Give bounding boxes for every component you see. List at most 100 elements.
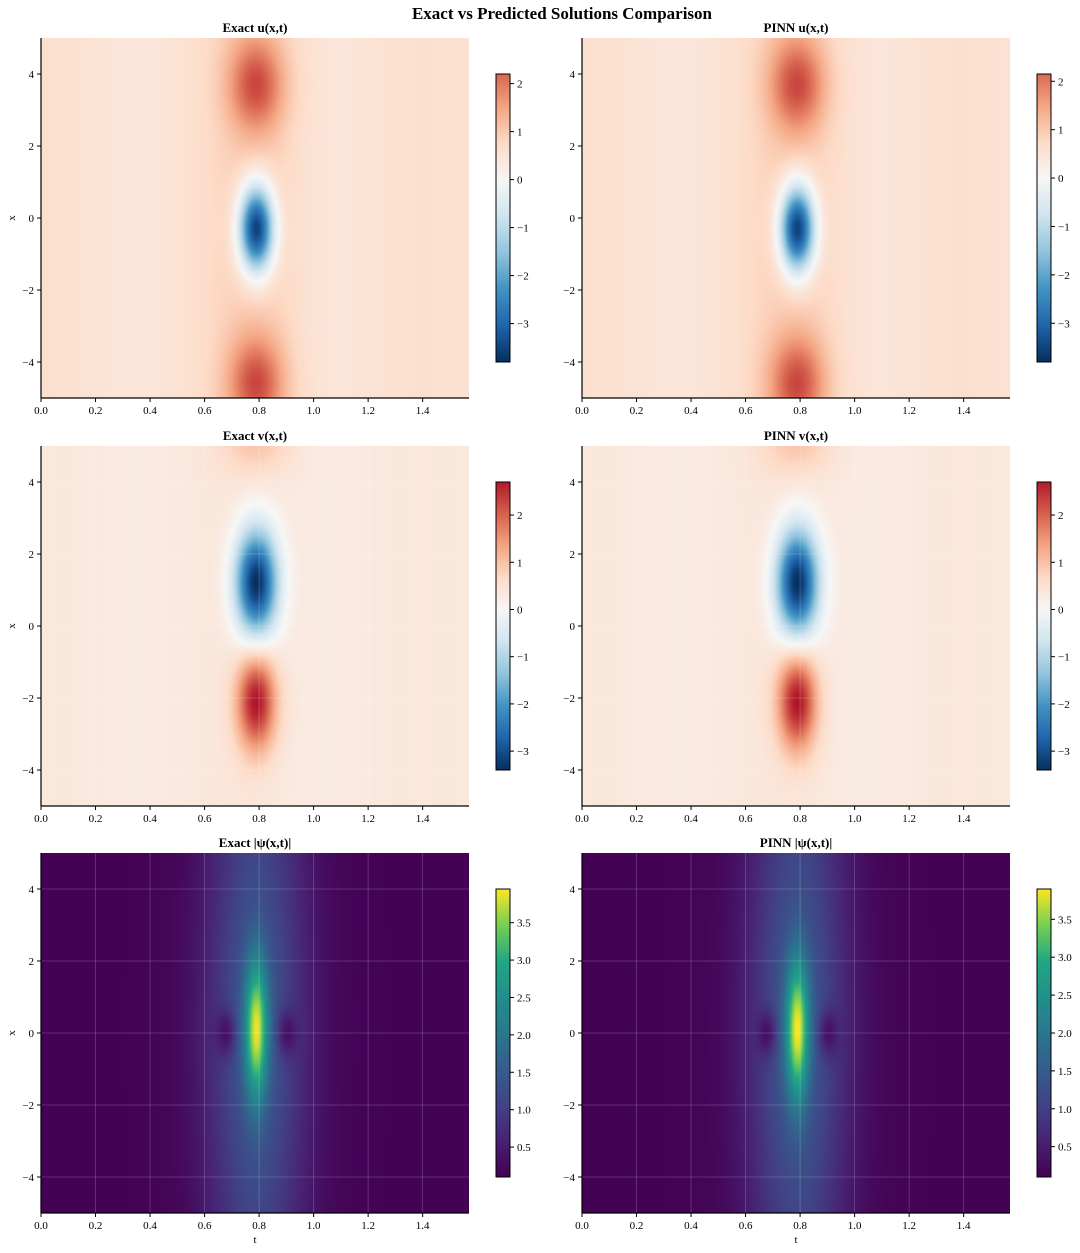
colorbar-tick-label: −3 [517, 319, 529, 331]
colorbar: 2 1 0 −1 −2 −3 [495, 481, 529, 771]
y-tick-label: −2 [563, 693, 575, 705]
colorbar-tick-label: 2.0 [517, 1030, 531, 1042]
colorbar-tick-label: 1 [1058, 125, 1064, 137]
y-tick-label: 2 [29, 549, 35, 561]
y-axis-label: x [6, 623, 18, 629]
colorbar-frame [1036, 73, 1052, 363]
colorbar-tick-label: −3 [1058, 746, 1070, 758]
y-tick-label: −4 [563, 1172, 575, 1184]
y-tick-label: 0 [570, 213, 576, 225]
heatmap-image [41, 853, 469, 1213]
colorbar-tick-label: 0.5 [1058, 1142, 1072, 1154]
x-tick-label: 0.6 [739, 405, 753, 417]
colorbar-tick-label: −2 [517, 699, 529, 711]
x-tick-label: 0.0 [575, 813, 589, 825]
colorbar-gradient [496, 889, 510, 1177]
x-tick-label: 1.0 [307, 1220, 321, 1232]
x-tick-label: 1.4 [957, 405, 971, 417]
y-tick-label: 2 [570, 549, 576, 561]
x-tick-label: 0.0 [34, 813, 48, 825]
heatmap-image [41, 38, 469, 398]
x-tick-label: 1.4 [416, 1220, 430, 1232]
panel-exact-v: 0.0 0.2 0.4 0.6 0.8 1.0 1.2 1.4 −4 −2 0 2 4 Exact v(x… [6, 428, 529, 825]
panel-title: PINN |ψ(x,t)| [760, 835, 832, 850]
colorbar-gradient [1037, 889, 1051, 1177]
colorbar-tick-label: 3.5 [1058, 914, 1072, 926]
colorbar-tick-label: 2 [1058, 510, 1064, 522]
x-tick-label: 0.4 [143, 405, 157, 417]
x-tick-label: 1.0 [848, 813, 862, 825]
y-tick-label: 0 [570, 621, 576, 633]
x-tick-label: 0.6 [198, 405, 212, 417]
x-tick-label: 0.0 [34, 405, 48, 417]
y-tick-label: 2 [29, 956, 35, 968]
x-tick-label: 0.4 [143, 813, 157, 825]
y-tick-label: −4 [22, 1172, 34, 1184]
y-tick-label: 0 [29, 213, 35, 225]
x-tick-label: 0.6 [739, 813, 753, 825]
colorbar-tick-label: −1 [517, 652, 529, 664]
colorbar: 2 1 0 −1 −2 −3 [495, 73, 529, 363]
y-tick-label: 0 [29, 621, 35, 633]
colorbar-frame [495, 73, 511, 363]
colorbar-frame [495, 888, 511, 1178]
x-tick-label: 0.4 [684, 813, 698, 825]
y-axis-label: x [6, 215, 18, 221]
colorbar-tick-label: 1 [517, 127, 523, 139]
x-tick-label: 0.2 [89, 405, 103, 417]
y-tick-label: 4 [29, 884, 35, 896]
colorbar-tick-label: −1 [517, 223, 529, 235]
x-tick-label: 1.0 [307, 813, 321, 825]
y-tick-label: −2 [22, 693, 34, 705]
y-tick-label: 4 [570, 884, 576, 896]
y-tick-label: 4 [570, 69, 576, 81]
y-tick-label: −2 [22, 1100, 34, 1112]
x-tick-label: 0.2 [89, 1220, 103, 1232]
y-tick-label: −4 [22, 765, 34, 777]
x-tick-label: 0.0 [34, 1220, 48, 1232]
y-tick-label: −2 [563, 285, 575, 297]
x-tick-label: 0.8 [252, 405, 266, 417]
x-tick-label: 0.0 [575, 1220, 589, 1232]
x-tick-label: 0.0 [575, 405, 589, 417]
y-tick-label: 4 [570, 477, 576, 489]
y-tick-label: −4 [563, 357, 575, 369]
colorbar-gradient [1037, 482, 1051, 770]
heatmap-image [41, 446, 469, 806]
colorbar-tick-label: −1 [1058, 652, 1070, 664]
colorbar-tick-label: 2 [517, 510, 523, 522]
colorbar-tick-label: 0 [1058, 604, 1064, 616]
x-tick-label: 0.6 [739, 1220, 753, 1232]
colorbar-tick-label: −1 [1058, 221, 1070, 233]
x-tick-label: 0.4 [143, 1220, 157, 1232]
y-tick-label: −4 [22, 357, 34, 369]
colorbar-tick-label: 1 [1058, 557, 1064, 569]
y-tick-label: 4 [29, 477, 35, 489]
panel-title: PINN v(x,t) [764, 428, 828, 443]
x-tick-label: 0.4 [684, 1220, 698, 1232]
x-axis-label: t [253, 1234, 256, 1246]
heatmap-image [582, 446, 1010, 806]
panel-pinn-psi: 0.0 0.2 0.4 0.6 0.8 1.0 1.2 1.4 −4 −2 0 2 4 PINN |ψ(x… [563, 835, 1072, 1246]
x-tick-label: 0.6 [198, 813, 212, 825]
colorbar: 3.5 3.0 2.5 2.0 1.5 1.0 0.5 [495, 888, 531, 1178]
y-tick-label: 2 [570, 141, 576, 153]
panel-exact-u: 0.0 0.2 0.4 0.6 0.8 1.0 1.2 1.4 −4 −2 0 2 4 Exact u(x… [6, 20, 529, 417]
colorbar-tick-label: −2 [1058, 699, 1070, 711]
x-tick-label: 0.6 [198, 1220, 212, 1232]
y-tick-label: 0 [570, 1028, 576, 1040]
panel-title: PINN u(x,t) [764, 20, 829, 35]
x-tick-label: 1.2 [361, 405, 375, 417]
x-tick-label: 1.2 [902, 405, 916, 417]
x-tick-label: 1.0 [307, 405, 321, 417]
y-axis-label: x [6, 1030, 18, 1036]
panel-title: Exact v(x,t) [223, 428, 287, 443]
heatmap-image [582, 853, 1010, 1213]
colorbar-tick-label: −2 [1058, 270, 1070, 282]
x-tick-label: 1.2 [902, 1220, 916, 1232]
colorbar-tick-label: 1.5 [517, 1067, 531, 1079]
figure-suptitle: Exact vs Predicted Solutions Comparison [412, 4, 713, 23]
colorbar-gradient [496, 482, 510, 770]
colorbar-tick-label: 1.5 [1058, 1066, 1072, 1078]
x-tick-label: 1.4 [416, 405, 430, 417]
